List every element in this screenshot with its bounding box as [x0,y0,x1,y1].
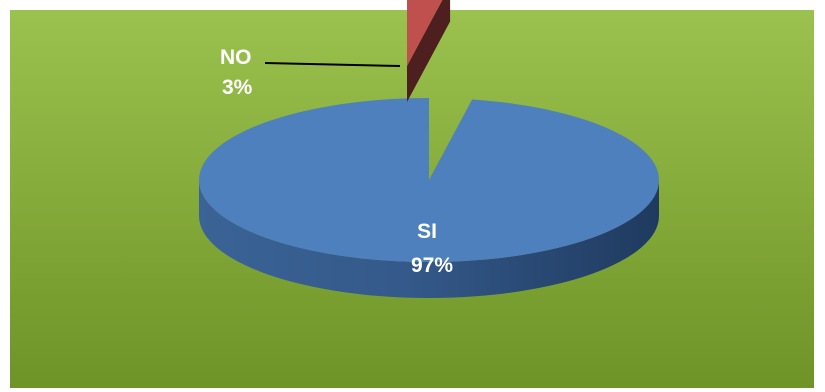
pie-slice-no [407,0,451,102]
label-no-category: NO [220,46,252,69]
pie-plot-area [198,0,659,298]
pie-slice-no-top [407,0,443,66]
pie-slice-si-side [199,180,659,298]
label-si-category: SI [417,220,437,243]
data-labels: NO 3% SI 97% [220,46,453,277]
no-leader-line [264,62,401,67]
pie-slice-no-cut-face [407,0,451,102]
pie-slice-si [198,98,659,298]
label-si-percent: 97% [411,254,453,277]
pie-slice-si-top [198,98,659,262]
label-no-percent: 3% [222,76,253,99]
